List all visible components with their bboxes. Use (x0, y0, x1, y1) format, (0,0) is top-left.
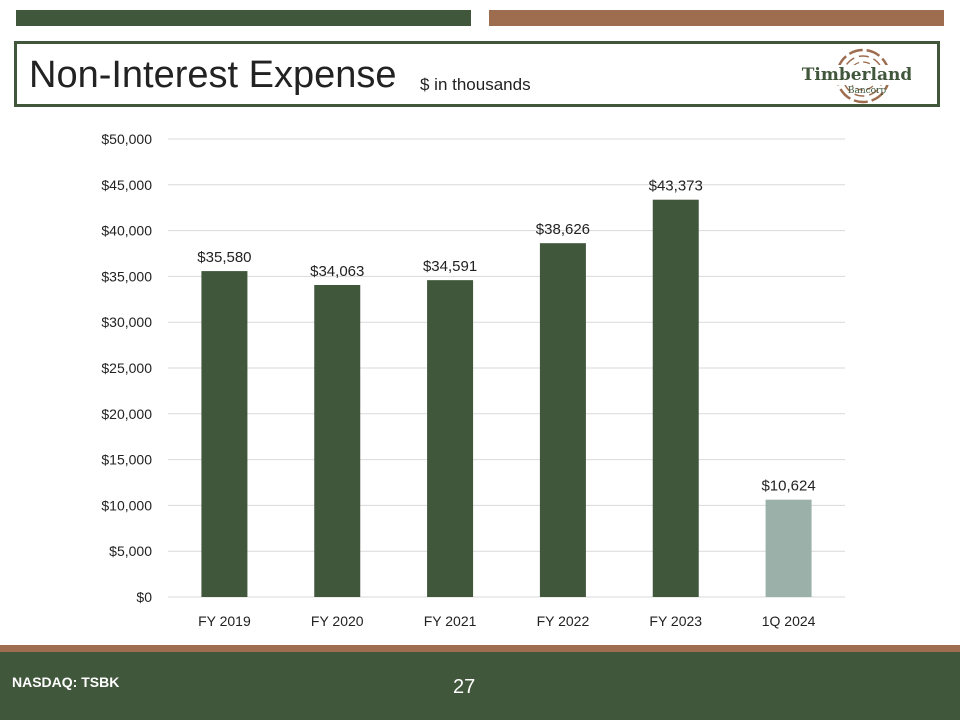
data-label: $35,580 (197, 249, 251, 266)
page-number: 27 (453, 676, 476, 698)
data-label: $10,624 (761, 478, 815, 495)
bar (427, 280, 474, 597)
logo-text-timberland: Timberland (802, 65, 911, 85)
y-tick-label: $20,000 (101, 406, 152, 422)
x-axis-categories: FY 2019 FY 2020 FY 2021 FY 2022 FY 2023 1Q 20… (198, 613, 816, 629)
y-tick-label: $30,000 (101, 314, 152, 330)
data-label: $43,373 (649, 178, 703, 195)
bar (201, 271, 248, 597)
y-tick-label: $15,000 (101, 452, 152, 468)
x-category-label: FY 2023 (649, 613, 702, 629)
bar (652, 199, 699, 598)
y-axis-ticks: $0 $5,000 $10,000 $15,000 $20,000 $25,000 $30,… (101, 131, 152, 605)
x-category-label: FY 2022 (537, 613, 590, 629)
y-tick-label: $25,000 (101, 360, 152, 376)
y-tick-label: $5,000 (109, 543, 152, 559)
data-label: $38,626 (536, 221, 590, 238)
timberland-logo: Timberland Bancorp (802, 48, 911, 104)
y-tick-label: $50,000 (101, 131, 152, 147)
y-tick-label: $0 (136, 589, 152, 605)
bar-chart: $0 $5,000 $10,000 $15,000 $20,000 $25,000 $30,… (101, 131, 845, 629)
data-label: $34,063 (310, 263, 364, 280)
y-tick-label: $35,000 (101, 268, 152, 284)
page-title: Non-Interest Expense (29, 54, 397, 96)
x-category-label: FY 2021 (424, 613, 477, 629)
page-subtitle: $ in thousands (420, 75, 531, 94)
y-tick-label: $10,000 (101, 497, 152, 513)
logo-text-bancorp: Bancorp (848, 86, 887, 96)
x-category-label: 1Q 2024 (762, 613, 816, 629)
data-label: $34,591 (423, 258, 477, 275)
bar (539, 243, 586, 597)
bars (201, 199, 812, 598)
top-accent-bar-green (16, 10, 471, 26)
bar (314, 284, 361, 597)
gridlines (168, 138, 845, 598)
title-box: Non-Interest Expense $ in thousands Timb… (14, 41, 940, 107)
top-accent-bar-brown (489, 10, 944, 26)
footer-bar: NASDAQ: TSBK 27 (0, 652, 960, 720)
bar (765, 499, 812, 597)
ticker-symbol: NASDAQ: TSBK (12, 674, 120, 690)
footer-accent-stripe (0, 645, 960, 652)
data-labels: $35,580 $34,063 $34,591 $38,626 $43,373 $10,6… (197, 178, 815, 495)
y-tick-label: $45,000 (101, 177, 152, 193)
x-category-label: FY 2020 (311, 613, 364, 629)
y-tick-label: $40,000 (101, 223, 152, 239)
x-category-label: FY 2019 (198, 613, 251, 629)
